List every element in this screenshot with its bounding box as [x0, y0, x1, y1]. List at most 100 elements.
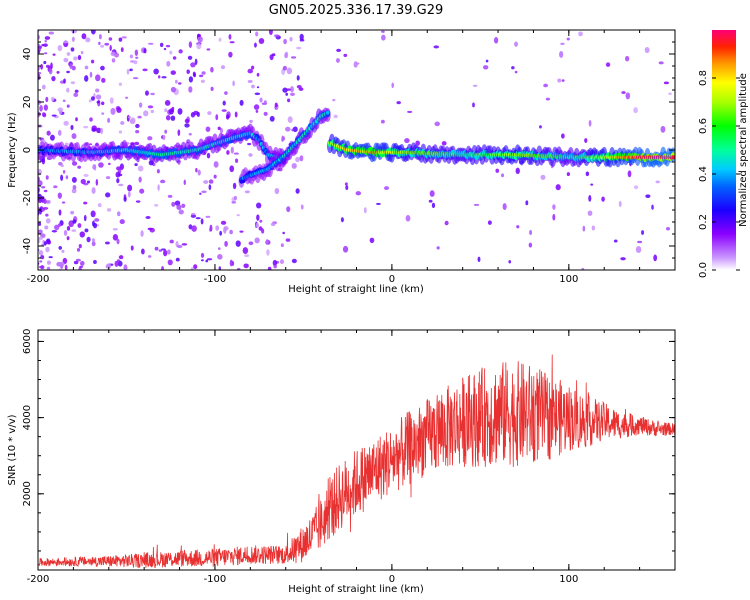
spectrogram-speckle	[197, 169, 201, 176]
spectrogram-speckle	[244, 190, 250, 194]
spectrogram-speckle	[93, 260, 97, 264]
spectrogram-speckle	[133, 60, 138, 65]
spectrogram-speckle	[178, 82, 182, 85]
spectrogram-speckle	[291, 258, 297, 264]
spectrogram-speckle	[198, 74, 204, 78]
spectrogram-speckle	[53, 185, 58, 189]
spectrogram-speckle	[177, 108, 183, 115]
spectrogram-speckle	[51, 76, 56, 82]
spectrogram-speckle	[69, 63, 73, 70]
spectrogram-speckle	[282, 87, 288, 93]
spectrogram-speckle	[178, 49, 183, 54]
colorbar: 0.0 0.2 0.4 0.6 0.8 Normalized spectral ampl…	[698, 30, 749, 278]
spectrogram-speckle	[188, 76, 194, 83]
spectrogram-speckle	[645, 194, 651, 198]
spectrogram-ytick-label: 0	[22, 147, 33, 153]
spectrogram-speckle	[625, 92, 631, 100]
spectrogram-speckle	[205, 259, 209, 263]
spectrogram-speckle	[72, 185, 77, 190]
spectrogram-speckle	[472, 84, 478, 87]
spectrogram-speckle	[73, 260, 79, 265]
spectrogram-speckle	[268, 30, 273, 36]
spectrogram-speckle	[71, 36, 75, 42]
spectrogram-speckle	[493, 37, 499, 44]
spectrogram-speckle	[153, 68, 159, 75]
spectrogram-speckle	[91, 187, 96, 194]
spectrogram-speckle	[58, 246, 62, 250]
spectrogram-speckle	[156, 169, 160, 174]
spectrogram-speckle	[266, 249, 270, 256]
spectrogram-speckle	[63, 57, 69, 63]
spectrogram-speckle	[105, 176, 111, 180]
spectrogram-speckle	[58, 109, 63, 115]
spectrogram-speckle	[228, 51, 233, 58]
spectrogram-speckle	[108, 162, 111, 165]
colorbar-ticks: 0.0 0.2 0.4 0.6 0.8	[698, 70, 740, 278]
spectrogram-speckle	[229, 259, 233, 267]
spectrogram-speckle	[80, 265, 84, 268]
spectrogram-speckle	[582, 225, 586, 232]
spectrogram-speckle	[159, 42, 164, 48]
spectrogram-speckle	[91, 241, 96, 247]
spectrogram-speckle	[282, 231, 285, 235]
spectrogram-speckle	[80, 178, 86, 185]
spectrogram-speckle	[282, 65, 287, 71]
spectrogram-speckle	[219, 230, 223, 236]
spectrogram-speckle	[232, 80, 235, 87]
spectrogram-speckle	[129, 68, 133, 72]
spectrogram-speckle	[232, 182, 237, 190]
spectrogram-speckle	[267, 266, 272, 270]
spectrogram-speckle	[208, 179, 214, 184]
spectrogram-speckle	[200, 218, 204, 225]
spectrogram-speckle	[46, 260, 51, 265]
spectrogram-speckle	[118, 82, 123, 87]
spectrogram-speckle	[161, 76, 167, 79]
spectrogram-speckle	[585, 171, 590, 177]
spectrogram-ytick-label: -20	[22, 190, 33, 206]
spectrogram-speckle	[199, 192, 202, 195]
spectrogram-speckle	[143, 48, 147, 54]
ridge-core	[325, 110, 330, 115]
spectrogram-speckle	[190, 267, 194, 270]
spectrogram-speckle	[248, 241, 254, 246]
spectrogram-speckle	[57, 129, 62, 136]
spectrogram-speckle	[369, 237, 375, 244]
spectrogram-speckle	[383, 186, 390, 191]
spectrogram-speckle	[175, 257, 180, 262]
spectrogram-ytick-label: 40	[22, 48, 33, 61]
spectrogram-speckle	[66, 236, 70, 241]
spectrogram-speckle	[295, 156, 300, 163]
spectrogram-speckle	[258, 38, 265, 44]
spectrogram-speckle	[235, 240, 241, 247]
spectrogram-speckle	[444, 220, 449, 226]
spectrogram-speckle	[90, 96, 95, 101]
spectrogram-speckle	[138, 176, 142, 183]
spectrogram-speckle	[60, 174, 64, 181]
spectrogram-speckle	[110, 107, 116, 115]
spectrogram-speckle	[255, 109, 259, 113]
spectrogram-speckle	[127, 184, 133, 192]
spectrogram-speckle	[124, 96, 129, 99]
spectrogram-speckle	[263, 100, 267, 104]
spectrogram-speckle	[135, 123, 140, 129]
spectrogram-speckle	[118, 130, 123, 134]
spectrogram-speckle	[259, 219, 263, 223]
spectrogram-speckle	[208, 184, 212, 191]
spectrogram-speckle	[234, 111, 238, 118]
spectrogram-speckle	[380, 119, 385, 124]
spectrogram-speckle	[508, 260, 512, 264]
spectrogram-speckle	[653, 254, 658, 262]
spectrogram-speckle	[79, 260, 85, 266]
colorbar-tick-label: 0.0	[698, 262, 709, 278]
spectrogram-speckle	[226, 150, 230, 155]
spectrogram-speckle	[296, 46, 302, 50]
spectrogram-speckle	[482, 65, 489, 70]
spectrogram-speckle	[84, 228, 89, 233]
spectrogram-speckle	[248, 153, 253, 157]
spectrogram-speckle	[101, 77, 106, 83]
spectrogram-speckle	[142, 68, 148, 72]
spectrogram-speckle	[299, 38, 305, 42]
spectrogram-speckle	[473, 203, 480, 206]
spectrogram-speckle	[561, 133, 565, 139]
spectrogram-speckle	[73, 56, 78, 61]
